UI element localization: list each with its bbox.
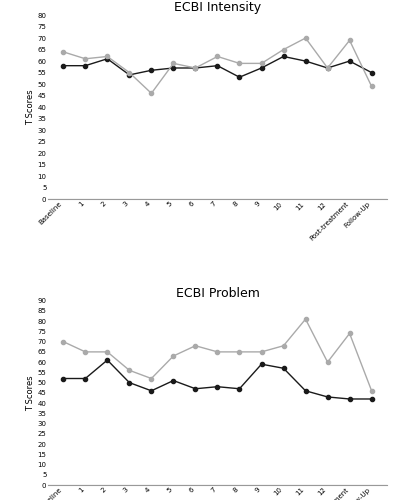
Y-axis label: T Scores: T Scores (26, 90, 35, 125)
Noah (325, 394, 330, 400)
Y-axis label: T Scores: T Scores (26, 375, 35, 410)
Noah (127, 72, 132, 78)
Willow (347, 38, 352, 44)
Noah (237, 386, 242, 392)
Title: ECBI Intensity: ECBI Intensity (174, 1, 261, 14)
Noah (105, 56, 110, 62)
Willow (281, 342, 286, 348)
Willow (325, 359, 330, 365)
Line: Willow: Willow (61, 36, 374, 96)
Noah (215, 62, 220, 68)
Willow (171, 60, 176, 66)
Noah (171, 378, 176, 384)
Noah (281, 366, 286, 372)
Willow (215, 54, 220, 60)
Willow (149, 90, 154, 96)
Noah (325, 65, 330, 71)
Willow (369, 388, 374, 394)
Noah (149, 68, 154, 73)
Noah (61, 62, 66, 68)
Noah (259, 361, 264, 367)
Willow (127, 368, 132, 374)
Willow (193, 342, 198, 348)
Noah (61, 376, 66, 382)
Willow (259, 349, 264, 355)
Noah (281, 54, 286, 60)
Noah (369, 70, 374, 75)
Willow (105, 349, 110, 355)
Willow (237, 60, 242, 66)
Willow (149, 376, 154, 382)
Line: Willow: Willow (61, 317, 374, 393)
Willow (83, 349, 88, 355)
Line: Noah: Noah (61, 54, 374, 80)
Willow (303, 316, 308, 322)
Noah (237, 74, 242, 80)
Noah (259, 65, 264, 71)
Willow (61, 338, 66, 344)
Willow (61, 49, 66, 55)
Noah (149, 388, 154, 394)
Noah (215, 384, 220, 390)
Willow (369, 84, 374, 89)
Noah (193, 386, 198, 392)
Willow (171, 353, 176, 359)
Noah (303, 388, 308, 394)
Noah (127, 380, 132, 386)
Noah (83, 62, 88, 68)
Noah (83, 376, 88, 382)
Willow (193, 65, 198, 71)
Noah (105, 357, 110, 363)
Willow (325, 65, 330, 71)
Noah (369, 396, 374, 402)
Willow (237, 349, 242, 355)
Willow (347, 330, 352, 336)
Willow (83, 56, 88, 62)
Willow (259, 60, 264, 66)
Title: ECBI Problem: ECBI Problem (176, 286, 259, 300)
Noah (193, 65, 198, 71)
Willow (105, 54, 110, 60)
Noah (303, 58, 308, 64)
Willow (281, 46, 286, 52)
Noah (347, 58, 352, 64)
Noah (171, 65, 176, 71)
Legend: Noah, Willow: Noah, Willow (153, 300, 282, 318)
Willow (303, 35, 308, 41)
Noah (347, 396, 352, 402)
Willow (127, 70, 132, 75)
Willow (215, 349, 220, 355)
Line: Noah: Noah (61, 358, 374, 401)
